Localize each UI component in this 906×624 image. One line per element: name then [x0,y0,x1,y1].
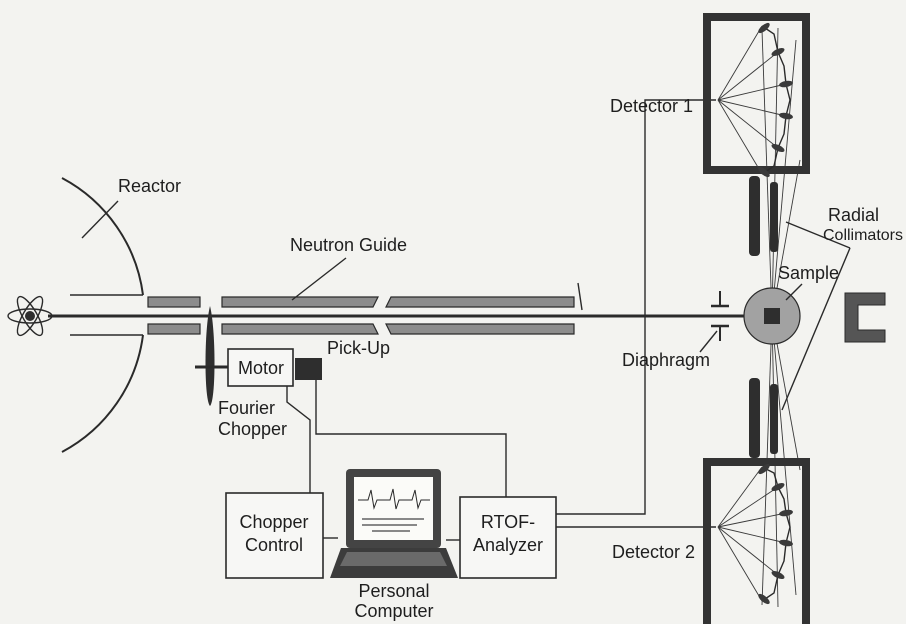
rtof-analyzer-label-line1: RTOF- [481,512,535,532]
chopper-control: Chopper Control [225,492,324,579]
personal-computer-label-line1: Personal [358,581,429,601]
chopper-control-label-line1: Chopper [239,512,308,532]
radial-collimators: Radial Collimators [749,176,903,458]
pick-up: Pick-Up [295,338,390,380]
detector-1: Detector 1 [610,13,810,178]
guide-segment [385,323,575,335]
collimator-leader-upper [785,221,851,249]
guide-segment [385,296,575,308]
guide-segment [221,296,379,308]
motor-label: Motor [238,358,284,378]
reactor: Reactor [61,176,181,453]
laptop-icon [330,469,458,578]
rtof-to-detector1-line [556,99,716,515]
neutron-guide-leader [291,257,347,301]
guide-segment [221,323,379,335]
fourier-chopper: Fourier Chopper [195,306,287,439]
reactor-label: Reactor [118,176,181,196]
detector-2-label: Detector 2 [612,542,695,562]
chopper-control-label-line2: Control [245,535,303,555]
neutron-guide-label: Neutron Guide [290,235,407,255]
sample-label: Sample [778,263,839,283]
fourier-chopper-label-line1: Fourier [218,398,275,418]
personal-computer-label-line2: Computer [354,601,433,621]
radial-collimators-label-line1: Radial [828,205,879,225]
rtof-analyzer: RTOF- Analyzer [459,496,557,579]
collimator-leader-lower [781,247,851,411]
guide-end-mark [577,282,583,311]
pick-up-label: Pick-Up [327,338,390,358]
detector-2-tube-array [717,463,793,605]
screen-waveform [358,488,430,510]
detector-1-tube-array [717,22,793,178]
rtof-analyzer-label-line2: Analyzer [473,535,543,555]
sample: Sample [743,263,839,345]
motor-to-chopper-control-line [286,386,311,493]
motor: Motor [227,348,294,387]
diaphragm-leader [699,330,718,353]
neutron-guide: Neutron Guide [147,235,583,335]
radial-collimators-label-line2: Collimators [823,227,903,244]
beam-stop [844,292,886,343]
detector-1-label: Detector 1 [610,96,693,116]
detector-2: Detector 2 [612,458,810,624]
guide-segment [147,323,201,335]
diaphragm: Diaphragm [622,291,729,370]
guide-segment [147,296,201,308]
fourier-chopper-label-line2: Chopper [218,419,287,439]
sample-leader [785,283,803,301]
reactor-leader [81,200,119,239]
pickup-to-rtof-line [315,380,507,497]
diaphragm-label: Diaphragm [622,350,710,370]
